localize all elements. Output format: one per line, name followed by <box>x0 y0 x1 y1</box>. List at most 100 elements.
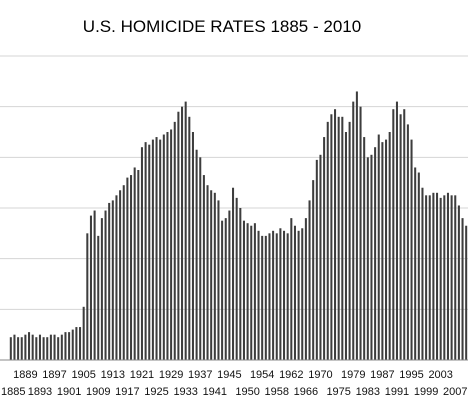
bar-1944 <box>224 218 227 360</box>
bar-1918 <box>130 175 133 360</box>
bar-1991 <box>395 101 398 360</box>
lower-tick-2007: 2007 <box>443 386 467 398</box>
bar-1987 <box>381 142 384 360</box>
x-tick-labels: 1889 1897 1905 1913 1921 1929 1937 1945 1954 1962… <box>1 369 467 398</box>
bar-1988 <box>385 139 388 360</box>
upper-tick-1937: 1937 <box>188 369 212 381</box>
bars <box>9 91 468 361</box>
bar-1967 <box>308 200 311 360</box>
lower-tick-1893: 1893 <box>28 386 52 398</box>
bar-1902 <box>71 329 74 360</box>
bar-1971 <box>323 137 326 360</box>
bar-1938 <box>202 175 205 360</box>
lower-tick-1983: 1983 <box>356 386 380 398</box>
bar-1974 <box>334 109 337 360</box>
bar-1947 <box>235 197 238 360</box>
lower-tick-1958: 1958 <box>265 386 289 398</box>
bar-1910 <box>100 218 103 360</box>
bar-1981 <box>359 106 362 360</box>
upper-tick-1897: 1897 <box>42 369 66 381</box>
bar-1960 <box>283 230 286 360</box>
bar-1916 <box>122 185 125 360</box>
lower-tick-1909: 1909 <box>86 386 110 398</box>
bar-1948 <box>239 208 242 360</box>
bar-1942 <box>217 200 220 360</box>
bar-2001 <box>432 192 435 360</box>
bar-1993 <box>403 109 406 360</box>
bar-1995 <box>410 139 413 360</box>
bar-1998 <box>421 187 424 360</box>
bar-1990 <box>392 109 395 360</box>
bar-1909 <box>97 235 100 360</box>
bar-2004 <box>443 195 446 360</box>
bar-1927 <box>162 134 165 360</box>
bar-1912 <box>108 202 111 360</box>
bar-1983 <box>366 157 369 360</box>
bar-1986 <box>377 134 380 360</box>
bar-1980 <box>355 91 358 360</box>
upper-tick-1962: 1962 <box>279 369 303 381</box>
upper-tick-2003: 2003 <box>428 369 452 381</box>
bar-1939 <box>206 185 209 360</box>
upper-tick-1954: 1954 <box>250 369 274 381</box>
bar-1885 <box>9 337 12 360</box>
bar-1913 <box>111 200 114 360</box>
bar-2010 <box>465 225 468 360</box>
bar-1932 <box>181 106 184 360</box>
bar-1889 <box>24 334 27 360</box>
bar-1941 <box>213 192 216 360</box>
bar-1891 <box>31 334 34 360</box>
bar-2003 <box>439 197 442 360</box>
bar-2002 <box>436 192 439 360</box>
bar-1922 <box>144 142 147 360</box>
bar-2000 <box>428 195 431 360</box>
bar-1992 <box>399 114 402 361</box>
bar-1899 <box>60 334 63 360</box>
bar-2005 <box>446 192 449 360</box>
bar-2007 <box>454 195 457 360</box>
bar-1968 <box>312 180 315 360</box>
bar-1940 <box>210 190 213 360</box>
bar-1924 <box>151 139 154 360</box>
bar-1929 <box>170 129 173 360</box>
bar-1928 <box>166 132 169 360</box>
bar-1982 <box>363 137 366 360</box>
bar-1959 <box>279 228 282 360</box>
bar-1956 <box>268 233 271 360</box>
bar-1904 <box>79 327 82 360</box>
bar-1966 <box>304 218 307 360</box>
bar-1923 <box>148 144 151 360</box>
upper-tick-1945: 1945 <box>217 369 241 381</box>
lower-tick-1991: 1991 <box>385 386 409 398</box>
bar-1915 <box>119 190 122 360</box>
bar-1952 <box>253 223 256 360</box>
bar-1892 <box>35 337 38 360</box>
bar-1901 <box>68 332 71 360</box>
bar-1894 <box>42 337 45 360</box>
bar-1999 <box>425 195 428 360</box>
bar-1888 <box>20 337 23 360</box>
bar-1965 <box>301 228 304 360</box>
bar-2006 <box>450 195 453 360</box>
bar-1958 <box>275 233 278 360</box>
lower-tick-1999: 1999 <box>414 386 438 398</box>
bar-2009 <box>461 218 464 360</box>
bar-1970 <box>319 154 322 360</box>
bar-1963 <box>293 225 296 360</box>
bar-1906 <box>86 233 89 360</box>
bar-1949 <box>242 220 245 360</box>
bar-1919 <box>133 167 136 360</box>
bar-1951 <box>250 225 253 360</box>
upper-tick-1979: 1979 <box>341 369 365 381</box>
bar-1925 <box>155 137 158 360</box>
bar-1976 <box>341 116 344 360</box>
bar-1898 <box>57 337 60 360</box>
lower-tick-1966: 1966 <box>294 386 318 398</box>
bar-1945 <box>228 210 231 360</box>
bar-1905 <box>82 306 85 360</box>
lower-tick-1941: 1941 <box>203 386 227 398</box>
bar-1955 <box>264 235 267 360</box>
bar-1997 <box>417 172 420 360</box>
lower-tick-1901: 1901 <box>57 386 81 398</box>
bar-2008 <box>457 205 460 360</box>
